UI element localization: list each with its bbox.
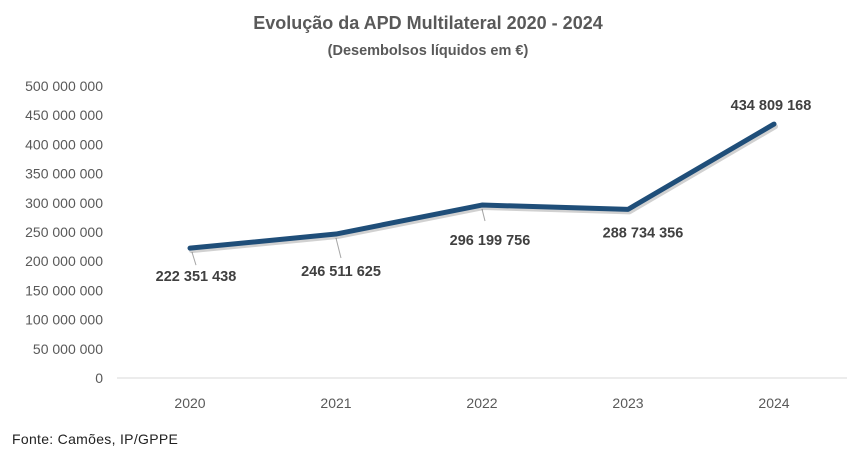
x-tick-label: 2021	[320, 395, 351, 411]
x-tick-label: 2022	[466, 395, 497, 411]
y-tick-label: 100 000 000	[25, 312, 103, 328]
y-tick-label: 450 000 000	[25, 107, 103, 123]
y-tick-label: 300 000 000	[25, 195, 103, 211]
x-tick-label: 2023	[612, 395, 643, 411]
data-label: 246 511 625	[301, 264, 381, 280]
data-label: 434 809 168	[731, 98, 812, 114]
y-tick-label: 350 000 000	[25, 166, 103, 182]
leader-line	[335, 237, 342, 259]
data-label: 222 351 438	[156, 269, 237, 285]
x-tick-label: 2024	[758, 395, 789, 411]
chart-subtitle: (Desembolsos líquidos em €)	[328, 43, 529, 59]
leader-line	[481, 208, 486, 222]
y-tick-label: 0	[95, 370, 103, 386]
series-line	[187, 121, 777, 251]
y-tick-label: 250 000 000	[25, 224, 103, 240]
data-label: 296 199 756	[450, 233, 531, 249]
y-tick-label: 50 000 000	[33, 341, 103, 357]
y-tick-label: 150 000 000	[25, 282, 103, 298]
chart-title: Evolução da APD Multilateral 2020 - 2024	[253, 13, 602, 33]
y-tick-label: 200 000 000	[25, 253, 103, 269]
x-tick-label: 2020	[174, 395, 205, 411]
source-note: Fonte: Camões, IP/GPPE	[12, 431, 179, 447]
data-label: 288 734 356	[603, 225, 684, 241]
y-tick-label: 400 000 000	[25, 136, 103, 152]
leader-line	[191, 251, 197, 266]
y-tick-label: 500 000 000	[25, 78, 103, 94]
